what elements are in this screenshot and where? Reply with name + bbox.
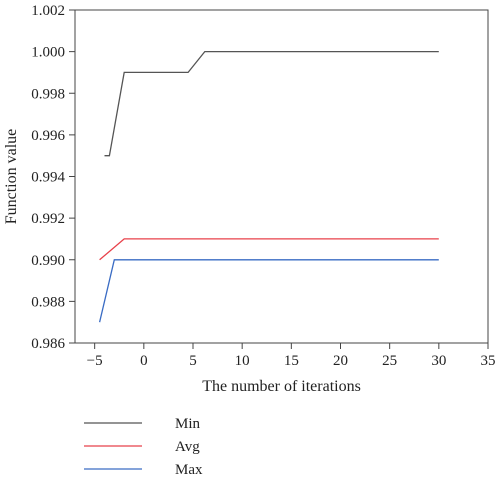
- plot-area-frame: [74, 9, 489, 344]
- x-tick-label: 5: [189, 353, 197, 369]
- series-line-avg: [99, 238, 439, 261]
- y-tick-label: 0.986: [31, 336, 65, 352]
- legend-label-max: Max: [175, 462, 203, 478]
- y-tick-label: 0.988: [31, 294, 65, 310]
- legend-label-avg: Avg: [175, 439, 200, 455]
- x-axis-label: The number of iterations: [202, 378, 361, 395]
- x-tick-label: 15: [284, 353, 299, 369]
- legend-label-min: Min: [175, 416, 201, 432]
- y-tick-label: 0.998: [31, 86, 65, 102]
- y-axis-label: Function value: [3, 129, 20, 225]
- y-tick-label: 1.002: [31, 3, 65, 19]
- series-line-min: [104, 50, 439, 157]
- y-tick-label: 0.990: [31, 253, 65, 269]
- x-tick-label: 0: [140, 353, 148, 369]
- x-tick-label: 35: [481, 353, 496, 369]
- series-line-max: [98, 259, 439, 323]
- x-tick-label: 20: [333, 353, 348, 369]
- x-tick-label: 25: [382, 353, 397, 369]
- x-tick-label: 30: [431, 353, 446, 369]
- y-tick-label: 0.996: [31, 128, 65, 144]
- y-tick-label: 1.000: [31, 45, 65, 61]
- y-tick-label: 0.994: [31, 170, 65, 186]
- legend: Min Avg Max: [84, 416, 203, 478]
- x-tick-label: −5: [87, 353, 103, 369]
- x-tick-label: 10: [235, 353, 250, 369]
- y-tick-label: 0.992: [31, 211, 65, 227]
